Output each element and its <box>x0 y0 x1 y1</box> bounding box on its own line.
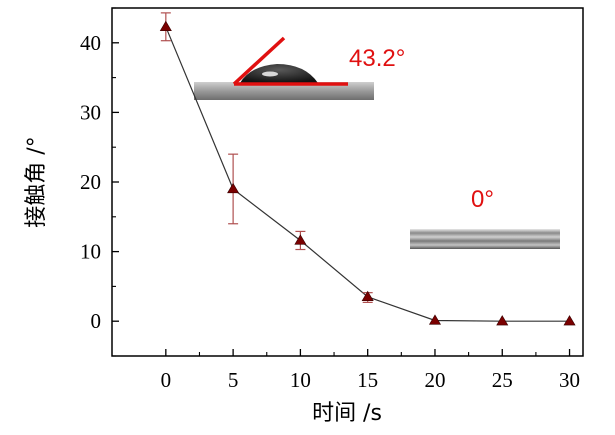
y-tick-label: 30 <box>80 100 101 124</box>
axis-ticks <box>112 7 571 357</box>
data-point <box>496 315 509 326</box>
water-droplet <box>240 64 318 83</box>
x-tick-label: 15 <box>357 368 378 392</box>
y-tick-label: 0 <box>91 309 102 333</box>
droplet-highlight <box>262 71 278 77</box>
x-tick-label: 30 <box>559 368 580 392</box>
x-axis-title: 时间 /s <box>312 401 382 426</box>
data-series <box>159 12 576 326</box>
x-tick-label: 25 <box>492 368 513 392</box>
y-axis-title: 接触角 /° <box>24 136 49 227</box>
data-point <box>227 182 240 194</box>
x-tick-label: 5 <box>228 368 239 392</box>
data-point <box>361 290 374 301</box>
data-point <box>428 314 441 325</box>
annotation-initial-angle: 43.2° <box>349 45 405 72</box>
x-tick-label: 10 <box>290 368 311 392</box>
data-point <box>159 20 172 31</box>
y-tick-label: 40 <box>80 31 101 55</box>
y-tick-label: 10 <box>80 240 101 264</box>
annotation-final-angle: 0° <box>471 186 494 213</box>
flat-substrate <box>410 229 560 249</box>
x-tick-label: 0 <box>161 368 172 392</box>
angle-tangent-line <box>232 36 286 86</box>
flat-film-inset-image: 0° <box>410 186 560 249</box>
substrate-plate <box>194 82 374 100</box>
plot-frame <box>111 7 584 357</box>
data-point <box>563 315 576 326</box>
droplet-inset-image: 43.2° <box>194 36 405 100</box>
x-tick-label: 20 <box>424 368 445 392</box>
y-tick-label: 20 <box>80 170 101 194</box>
tick-labels: 0 5 10 15 20 25 30 0 10 20 30 40 <box>80 31 580 392</box>
data-point <box>294 234 307 245</box>
